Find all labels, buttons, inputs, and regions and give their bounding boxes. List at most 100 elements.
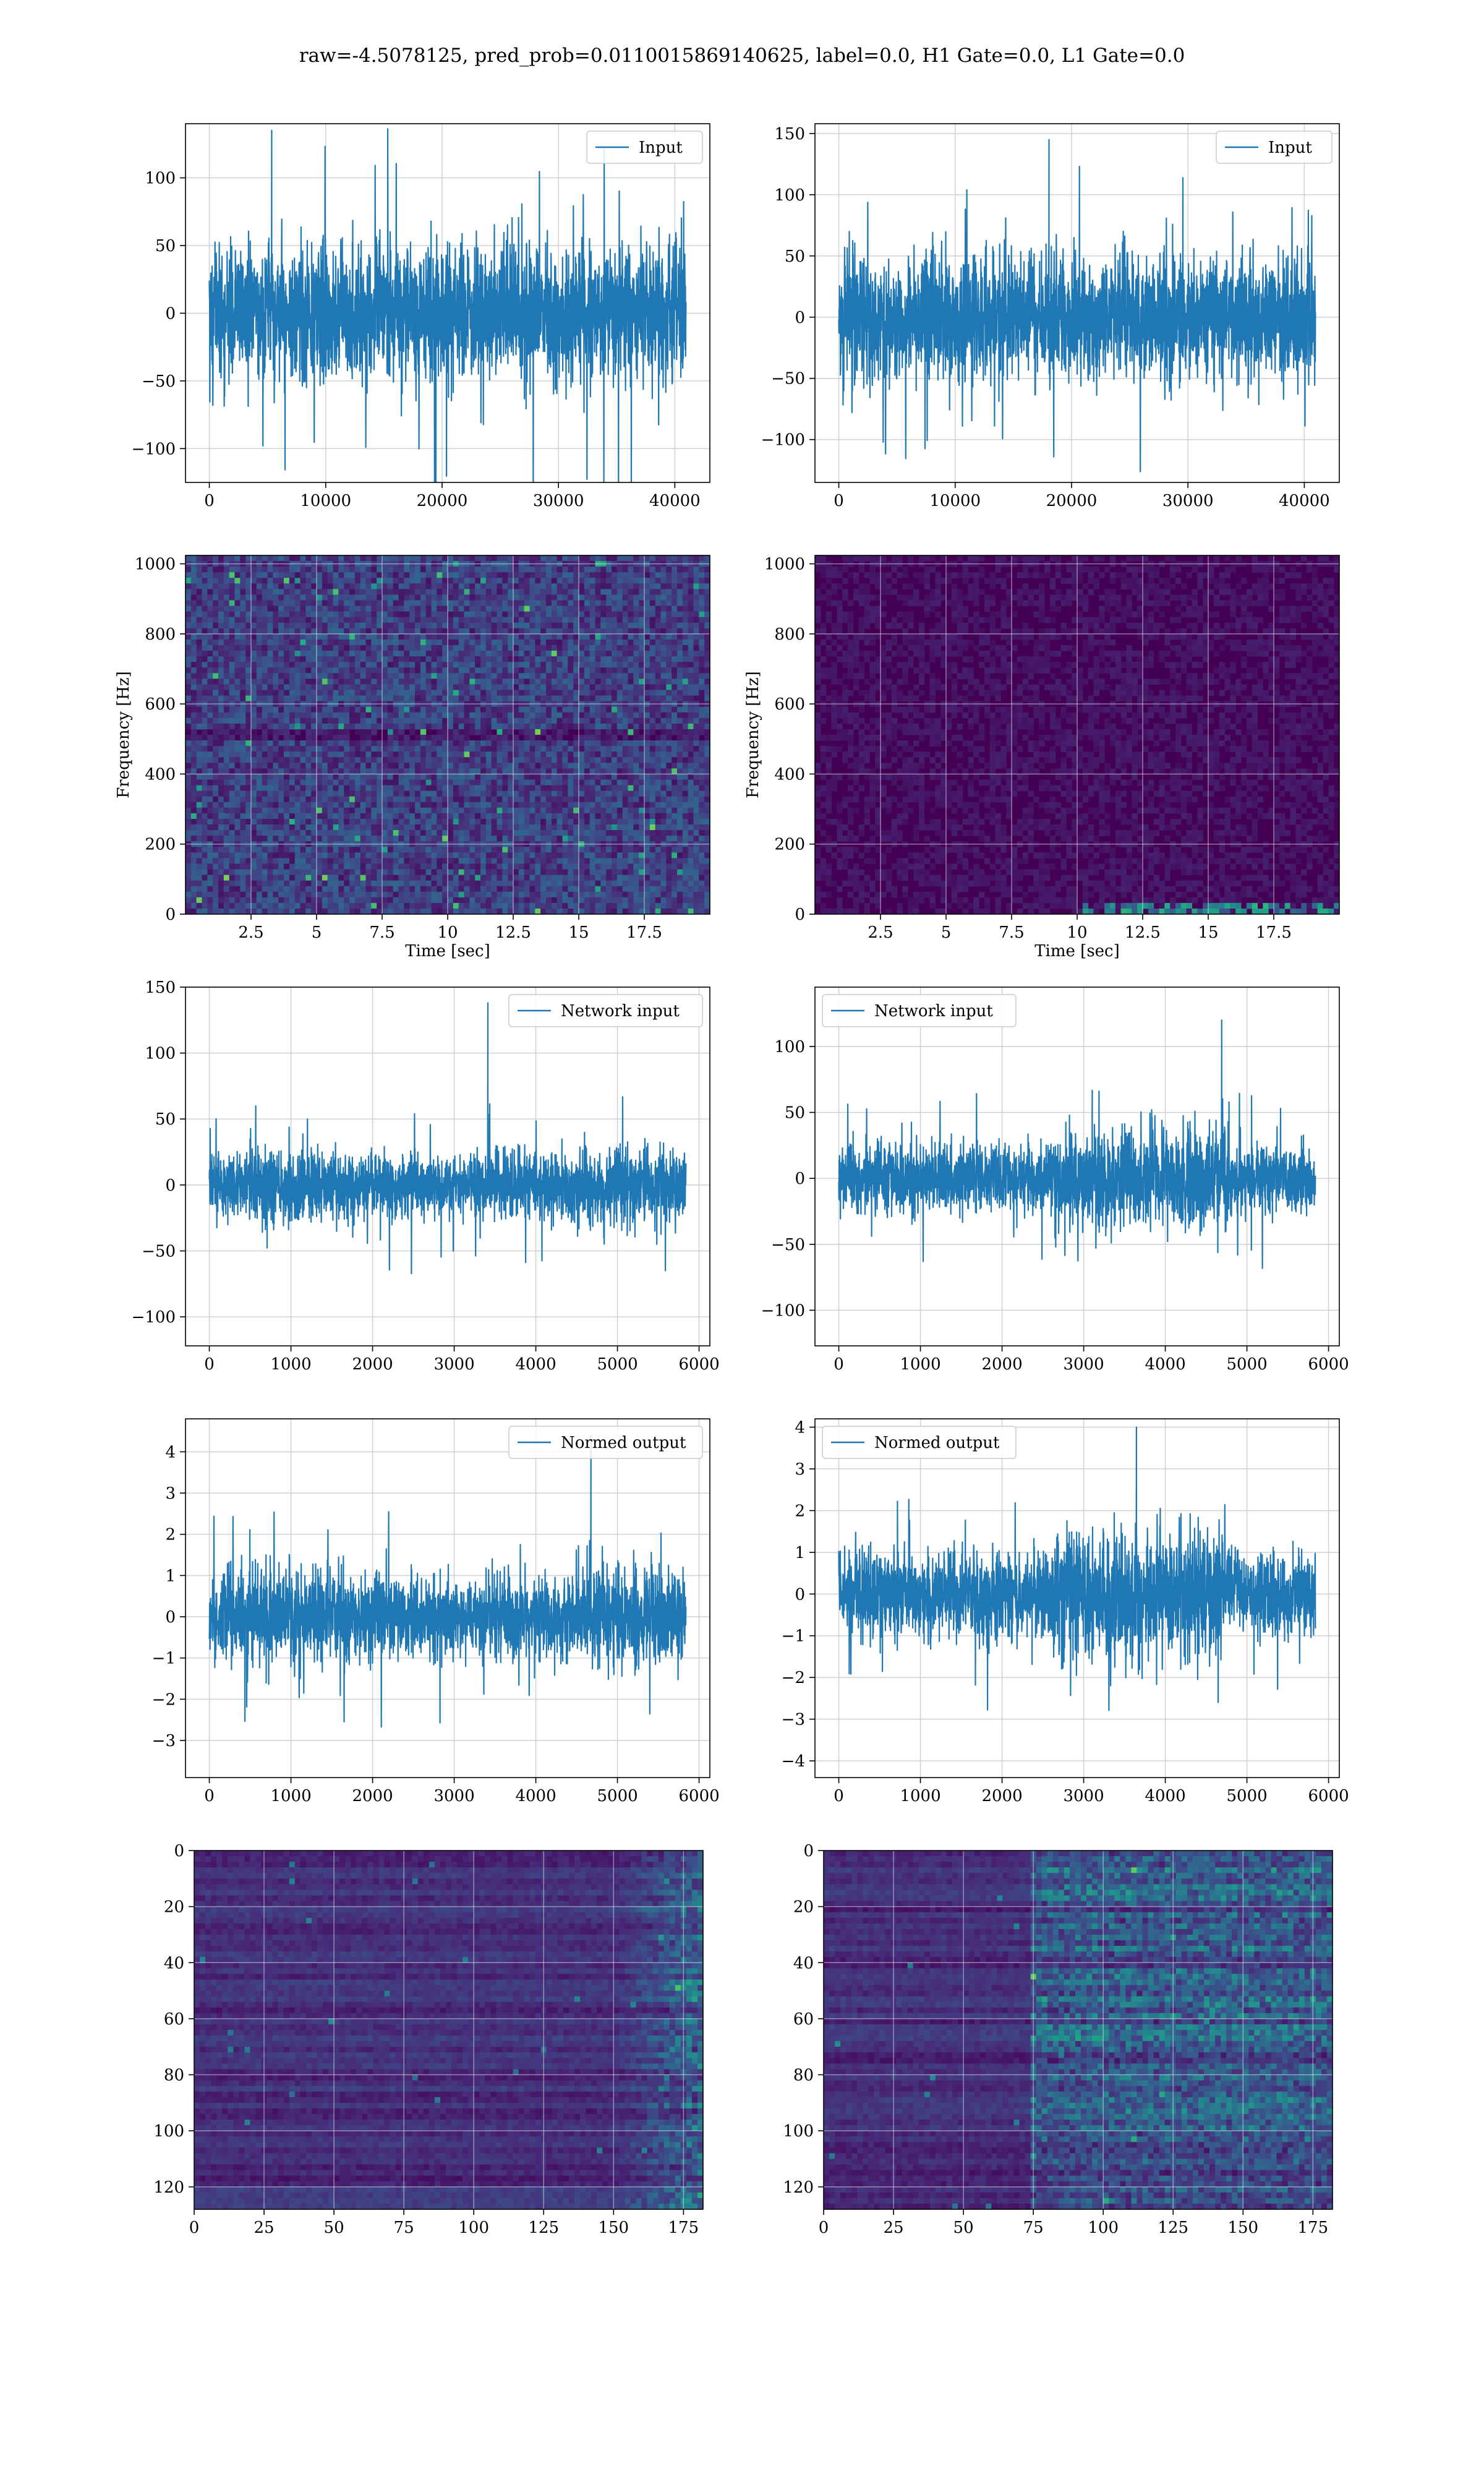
input-l1-plot-area [815,124,1339,482]
input-l1-x-tick-label: 0 [834,492,844,510]
spectrogram-l1-y-tick-label: 400 [774,765,805,784]
feature-map-l1-y-tick-label: 120 [783,2178,814,2197]
spectrogram-h1-x-tick-label: 5 [312,923,322,942]
normed-output-h1-y-tick-label: −2 [152,1690,176,1709]
feature-map-l1-y-tick-label: 20 [793,1898,814,1917]
network-input-h1-y-tick-label: 150 [145,978,176,997]
input-h1-y-tick-label: 0 [165,304,176,323]
feature-map-h1-x-ticks: 0 25 50 75 100 125 150 175 [189,2209,699,2237]
input-l1-y-ticks: −100 −50 0 50 100 150 [761,125,815,450]
spectrogram-l1-x-tick-label: 12.5 [1125,923,1161,942]
feature-map-l1-y-tick-label: 0 [803,1842,814,1860]
input-h1-x-tick-label: 0 [204,492,215,510]
spectrogram-l1-grid [815,555,1339,914]
feature-map-h1-y-tick-label: 0 [174,1842,184,1860]
feature-map-h1-x-tick-label: 100 [458,2219,489,2237]
spectrogram-l1-x-tick-label: 10 [1067,923,1087,942]
spectrogram-h1-y-ticks: 0 200 400 600 800 1000 [135,555,186,924]
network-input-h1-x-tick-label: 0 [204,1355,215,1374]
normed-output-h1-y-ticks: −3 −2 −1 0 1 2 3 4 [152,1443,186,1750]
network-input-l1-axes: 0 1000 2000 3000 4000 5000 6000 −100 −50 0 50 100 Ne… [761,987,1349,1374]
spectrogram-h1-x-tick-label: 2.5 [238,923,263,942]
network-input-h1-series-line [208,1002,687,1275]
spectrogram-h1-x-tick-label: 10 [437,923,458,942]
figure-suptitle: raw=-4.5078125, pred_prob=0.011001586914… [299,45,1185,67]
feature-map-l1-image [824,1851,1333,2209]
normed-output-l1-x-tick-label: 0 [834,1787,844,1805]
normed-output-l1-y-tick-label: −3 [782,1711,805,1729]
normed-output-l1-y-tick-label: 3 [795,1460,805,1479]
normed-output-h1-x-tick-label: 0 [204,1787,215,1805]
spectrogram-l1-y-tick-label: 600 [774,695,805,714]
feature-map-h1-y-tick-label: 20 [164,1898,184,1917]
normed-output-l1-y-tick-label: 0 [795,1585,805,1604]
normed-output-l1-y-tick-label: −1 [782,1627,805,1646]
network-input-l1-legend: Network input [822,994,1017,1027]
input-h1-series-line [208,128,687,482]
normed-output-h1-x-tick-label: 2000 [352,1787,393,1805]
feature-map-l1-grid [824,1851,1333,2209]
input-h1-y-tick-label: 100 [145,169,176,188]
spectrogram-h1-x-axis-label: Time [sec] [405,942,490,961]
feature-map-h1-grid [194,1851,703,2209]
network-input-l1-legend-label: Network input [874,1002,993,1021]
normed-output-h1-plot-area [186,1419,710,1778]
feature-map-l1-x-tick-label: 175 [1298,2219,1329,2237]
network-input-h1-frame [185,987,710,1346]
input-l1-y-tick-label: −50 [771,370,805,388]
input-l1-y-tick-label: 50 [785,247,805,266]
network-input-h1-y-ticks: −100 −50 0 50 100 150 [132,978,186,1327]
network-input-h1-y-tick-label: 50 [155,1110,176,1129]
normed-output-h1-frame [185,1418,710,1778]
network-input-l1-plot-area [815,987,1339,1346]
spectrogram-h1-y-tick-label: 0 [165,905,176,924]
normed-output-h1-x-tick-label: 4000 [515,1787,556,1805]
network-input-l1-x-tick-label: 4000 [1145,1355,1185,1374]
normed-output-h1-legend: Normed output [508,1426,703,1459]
normed-output-h1-series-line [208,1434,687,1728]
network-input-l1-x-tick-label: 1000 [900,1355,940,1374]
normed-output-l1-x-ticks: 0 1000 2000 3000 4000 5000 6000 [834,1778,1349,1805]
normed-output-h1-axes: 0 1000 2000 3000 4000 5000 6000 −3 −2 −1 0 1 2 3 4 Norm… [152,1418,720,1805]
spectrogram-h1-y-tick-label: 800 [145,625,176,644]
network-input-h1-x-tick-label: 1000 [270,1355,311,1374]
network-input-l1-series-line [838,1019,1316,1269]
feature-map-l1-frame [823,1850,1333,2210]
network-input-h1-axes: 0 1000 2000 3000 4000 5000 6000 −100 −50 0 50 100 15… [132,978,720,1374]
normed-output-h1-x-tick-label: 5000 [597,1787,638,1805]
network-input-h1-y-tick-label: 100 [145,1045,176,1063]
feature-map-h1-y-tick-label: 60 [164,2010,184,2029]
normed-output-l1-y-tick-label: −4 [782,1752,805,1771]
input-h1-x-tick-label: 10000 [300,492,351,510]
spectrogram-h1-x-tick-label: 7.5 [369,923,394,942]
spectrogram-h1-x-ticks: 2.5 5 7.5 10 12.5 15 17.5 [238,914,662,942]
input-l1-series-line [838,139,1316,473]
spectrogram-l1-x-axis-label: Time [sec] [1034,942,1120,961]
spectrogram-l1-image [815,555,1339,914]
input-l1-x-ticks: 0 10000 20000 30000 40000 [834,482,1330,510]
feature-map-h1-x-tick-label: 25 [254,2219,275,2237]
spectrogram-h1-x-tick-label: 17.5 [626,923,662,942]
network-input-h1-x-tick-label: 5000 [597,1355,638,1374]
normed-output-l1-frame [814,1418,1340,1778]
input-h1-legend-label: Input [639,139,683,157]
network-input-l1-x-tick-label: 6000 [1308,1355,1349,1374]
network-input-l1-y-ticks: −100 −50 0 50 100 [761,1038,815,1320]
spectrogram-l1-x-tick-label: 15 [1198,923,1218,942]
feature-map-l1-x-tick-label: 75 [1023,2219,1044,2237]
feature-map-l1-y-ticks: 0 20 40 60 80 100 120 [783,1842,824,2197]
network-input-l1-y-tick-label: 0 [795,1170,805,1188]
feature-map-h1-y-tick-label: 40 [164,1954,184,1972]
normed-output-l1-axes: 0 1000 2000 3000 4000 5000 6000 −4 −3 −2 −1 0 1 2 3 4 No… [782,1418,1349,1805]
input-h1-y-tick-label: −100 [132,440,176,458]
network-input-h1-x-tick-label: 6000 [678,1355,719,1374]
input-l1-y-tick-label: 100 [774,186,805,205]
input-h1-x-tick-label: 20000 [417,492,468,510]
feature-map-l1-plot-area [824,1851,1333,2209]
network-input-l1-y-tick-label: −100 [761,1301,805,1320]
normed-output-l1-x-tick-label: 3000 [1063,1787,1104,1805]
feature-map-l1-x-tick-label: 50 [953,2219,974,2237]
normed-output-h1-y-tick-label: 0 [165,1608,176,1627]
network-input-l1-x-ticks: 0 1000 2000 3000 4000 5000 6000 [834,1346,1349,1374]
feature-map-h1-y-tick-label: 80 [164,2066,184,2085]
